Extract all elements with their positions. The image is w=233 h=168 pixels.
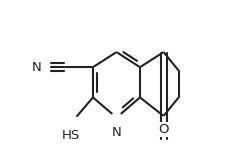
Text: HS: HS <box>62 129 80 142</box>
Text: N: N <box>112 126 121 139</box>
Text: O: O <box>158 123 169 136</box>
Text: N: N <box>32 61 42 74</box>
